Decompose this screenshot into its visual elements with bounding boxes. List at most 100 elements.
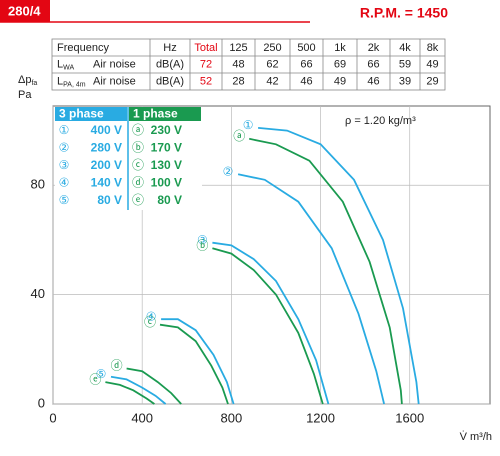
y-tick-label: 40 [31,286,45,301]
table-cell: 49 [334,75,346,87]
table-cell: 46 [300,75,312,87]
rpm: R.P.M. = 1450 [360,5,448,21]
curve-label: ① [243,118,254,132]
curve [126,367,182,405]
legend-marker: ⓑ [132,141,144,155]
legend-label: 80 V [97,193,122,207]
table-header: 4k [399,42,411,54]
x-tick-label: 400 [131,410,153,425]
curve [159,323,229,405]
legend-marker: ① [59,123,70,137]
symbol-sub: WA [63,64,74,71]
table-frame [51,38,446,91]
table-cell: 42 [266,75,278,87]
curve [212,247,324,405]
legend-label: 80 V [157,193,182,207]
row-label: Air noise [93,58,136,70]
legend-header [55,107,127,121]
curve-label: ③ [197,233,208,247]
curve-label: ⓐ [233,129,245,143]
curve [249,137,403,405]
y-tick-label: 80 [31,177,45,192]
noise-table: Frequency Hz Total 125 250 500 1k 2k 4k 8k LWA Air … [51,38,446,91]
x-tick-label: 0 [49,410,56,425]
legend-marker: ⓓ [132,176,144,190]
table-cell: 29 [426,75,438,87]
curve [237,173,385,405]
table-header: 1k [334,42,346,54]
legend-label: 230 V [151,123,182,137]
table-cell: 52 [200,75,212,87]
y-label-text: Δp [18,74,31,86]
annotation: ρ = 1.20 kg/m³ [345,115,416,127]
table-cell: 49 [426,58,438,70]
curve-label: ⑤ [96,367,107,381]
row-symbol: LPA, 4m [57,75,86,88]
x-tick-label: 800 [221,410,243,425]
table-cell: 59 [399,58,411,70]
legend-marker: ⓐ [132,123,144,137]
legend-label: 170 V [151,141,182,155]
table-header: Total [194,42,217,54]
legend-title: 3 phase [59,107,104,121]
table-cell: 28 [232,75,244,87]
table-header: Hz [163,42,176,54]
x-axis-label: V̇ m³/h [460,430,492,443]
row-label: Air noise [93,75,136,87]
curve [105,381,155,405]
x-tick-label: 1600 [395,410,424,425]
curve [258,127,420,405]
table-cell: 39 [399,75,411,87]
model-box [0,0,50,22]
symbol-sub: PA, 4m [63,81,86,88]
legend-label: 400 V [91,123,122,137]
table-header: 8k [427,42,439,54]
table-cell: 66 [300,58,312,70]
curve-label: ⓑ [196,238,208,252]
curve [212,241,330,405]
legend-header [129,107,201,121]
legend-label: 200 V [91,158,122,172]
row-unit: dB(A) [156,75,184,87]
legend-label: 140 V [91,176,122,190]
curve [110,375,167,405]
legend-marker: ④ [59,176,70,190]
symbol: L [57,58,63,70]
table-cell: 48 [232,58,244,70]
legend-label: 130 V [151,158,182,172]
table-cell: 69 [334,58,346,70]
table-cell: 72 [200,58,212,70]
legend-marker: ⓔ [132,193,144,207]
curve-label: ⓒ [144,315,156,329]
symbol: L [57,75,63,87]
y-axis-unit: Pa [18,89,32,101]
table-cell: 62 [266,58,278,70]
legend-title: 1 phase [133,107,178,121]
table-header: 125 [229,42,247,54]
y-label-sub: fa [31,80,37,87]
y-axis-label: Δpfa [18,74,37,87]
curve [161,318,235,405]
legend-marker: ⑤ [59,193,70,207]
table-cell: 66 [367,58,379,70]
x-tick-label: 1200 [306,410,335,425]
legend-marker: ② [59,141,70,155]
table-header: 250 [263,42,281,54]
legend-marker: ⓒ [132,158,144,172]
table-header: Frequency [57,42,109,54]
legend-label: 100 V [151,176,182,190]
table-cell: 46 [367,75,379,87]
row-symbol: LWA [57,58,74,71]
legend-label: 280 V [91,141,122,155]
y-tick-label: 0 [38,395,45,410]
curve-label: ④ [146,309,157,323]
model: 280/4 [8,3,41,18]
curve-label: ② [223,165,234,179]
row-unit: dB(A) [156,58,184,70]
table-header: 500 [297,42,315,54]
curve-label: ⓔ [89,372,101,386]
table-header: 2k [368,42,380,54]
curve-label: ⓓ [111,359,123,373]
